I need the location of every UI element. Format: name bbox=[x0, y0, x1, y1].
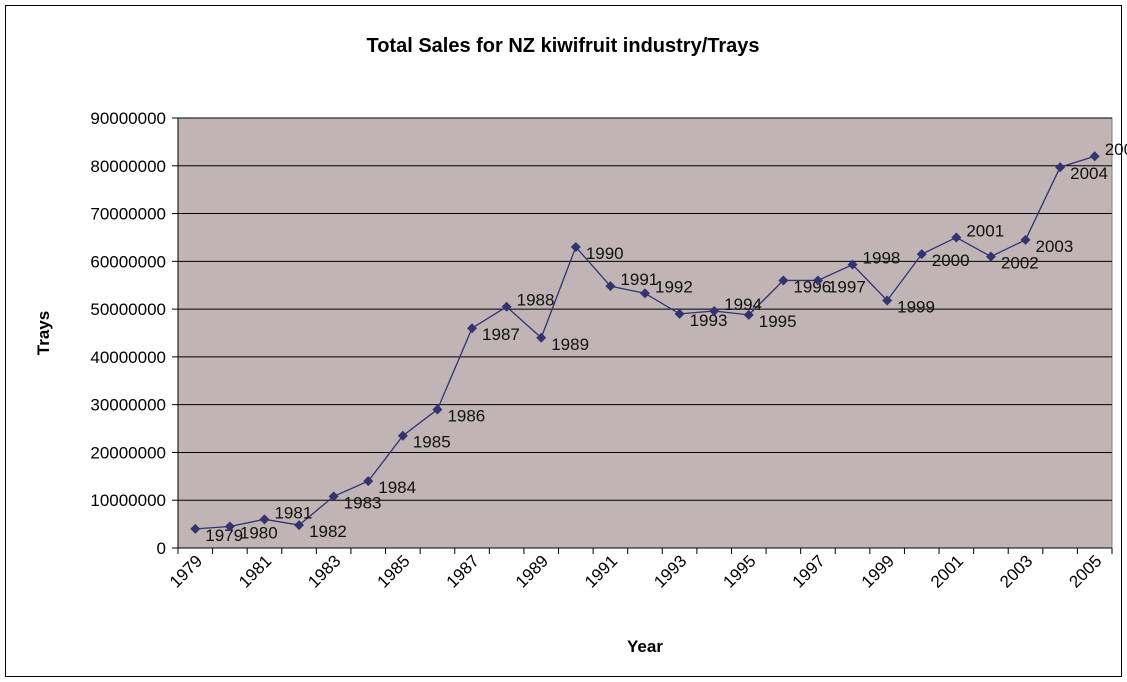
y-tick-label: 50000000 bbox=[90, 300, 166, 319]
point-marker bbox=[259, 514, 270, 525]
point-marker bbox=[190, 523, 201, 534]
point-label: 1993 bbox=[690, 311, 728, 330]
point-label: 1989 bbox=[551, 335, 589, 354]
point-marker bbox=[432, 404, 443, 415]
point-label: 1994 bbox=[724, 295, 762, 314]
y-tick-label: 10000000 bbox=[90, 491, 166, 510]
point-marker bbox=[640, 288, 650, 299]
point-marker bbox=[674, 308, 685, 319]
point-marker bbox=[605, 281, 616, 292]
point-marker bbox=[812, 275, 823, 286]
point-label: 1981 bbox=[274, 503, 312, 522]
y-tick-label: 70000000 bbox=[90, 205, 166, 224]
point-marker bbox=[536, 332, 547, 343]
point-label: 2000 bbox=[932, 251, 970, 270]
y-tick-label: 0 bbox=[157, 539, 166, 558]
y-tick-label: 20000000 bbox=[90, 443, 166, 462]
plot-area bbox=[177, 117, 1113, 549]
point-marker bbox=[501, 301, 512, 312]
point-marker bbox=[778, 275, 789, 286]
chart-title: Total Sales for NZ kiwifruit industry/Tr… bbox=[366, 35, 759, 57]
point-marker bbox=[363, 476, 374, 487]
point-label: 1986 bbox=[447, 406, 485, 425]
point-marker bbox=[570, 242, 581, 252]
point-marker bbox=[1089, 151, 1100, 162]
y-tick-label: 40000000 bbox=[90, 348, 166, 367]
point-label: 1988 bbox=[517, 291, 555, 310]
point-marker bbox=[467, 323, 478, 334]
x-axis-title: Year bbox=[627, 637, 663, 656]
point-marker bbox=[1055, 162, 1066, 173]
point-marker bbox=[709, 306, 720, 317]
point-label: 1985 bbox=[413, 433, 451, 452]
point-marker bbox=[951, 232, 962, 243]
point-marker bbox=[743, 309, 754, 320]
point-label: 1984 bbox=[378, 478, 416, 497]
point-label: 1998 bbox=[863, 249, 901, 268]
y-axis-title: Trays bbox=[34, 311, 53, 355]
point-label: 1980 bbox=[240, 524, 278, 543]
point-marker bbox=[397, 430, 408, 441]
point-marker bbox=[985, 251, 996, 262]
point-label: 1999 bbox=[897, 298, 935, 317]
point-label: 2003 bbox=[1036, 237, 1074, 256]
y-tick-label: 30000000 bbox=[90, 396, 166, 415]
y-tick-label: 90000000 bbox=[90, 109, 166, 128]
point-label: 2001 bbox=[966, 221, 1004, 240]
point-marker bbox=[1020, 234, 1031, 245]
point-marker bbox=[882, 295, 893, 306]
point-label: 2005 bbox=[1105, 140, 1127, 159]
point-marker bbox=[328, 491, 339, 502]
point-marker bbox=[916, 249, 927, 260]
point-marker bbox=[847, 259, 858, 270]
point-label: 1991 bbox=[620, 270, 658, 289]
point-label: 1979 bbox=[205, 526, 243, 545]
point-label: 1982 bbox=[309, 522, 347, 541]
point-label: 2002 bbox=[1001, 254, 1039, 273]
point-label: 1997 bbox=[828, 277, 866, 296]
point-label: 1983 bbox=[344, 493, 382, 512]
point-label: 1996 bbox=[793, 277, 831, 296]
y-tick-label: 80000000 bbox=[90, 157, 166, 176]
y-tick-label: 60000000 bbox=[90, 252, 166, 271]
point-label: 1987 bbox=[482, 325, 520, 344]
point-label: 1992 bbox=[655, 277, 693, 296]
point-label: 2004 bbox=[1070, 164, 1108, 183]
point-marker bbox=[294, 520, 305, 531]
point-marker bbox=[224, 521, 235, 532]
point-label: 1990 bbox=[586, 244, 624, 263]
point-label: 1995 bbox=[759, 312, 797, 331]
